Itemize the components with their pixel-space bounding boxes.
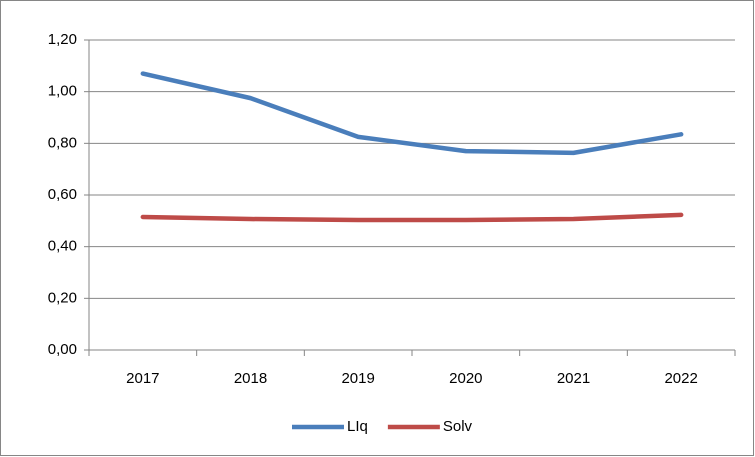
y-tick-label: 0,60 (48, 186, 77, 203)
x-tick-label: 2020 (449, 370, 482, 387)
x-tick-label: 2018 (234, 370, 267, 387)
y-tick-label: 1,20 (48, 31, 77, 48)
y-tick-label: 0,20 (48, 289, 77, 306)
legend-label: Solv (443, 418, 473, 435)
x-tick-label: 2022 (664, 370, 697, 387)
legend-label: LIq (347, 418, 368, 435)
x-tick-label: 2017 (126, 370, 159, 387)
x-tick-label: 2019 (341, 370, 374, 387)
series-line (140, 212, 684, 223)
y-tick-label: 0,40 (48, 238, 77, 255)
series-line (140, 71, 684, 156)
y-tick-label: 0,00 (48, 341, 77, 358)
y-tick-label: 0,80 (48, 134, 77, 151)
x-tick-label: 2021 (557, 370, 590, 387)
y-tick-label: 1,00 (48, 83, 77, 100)
